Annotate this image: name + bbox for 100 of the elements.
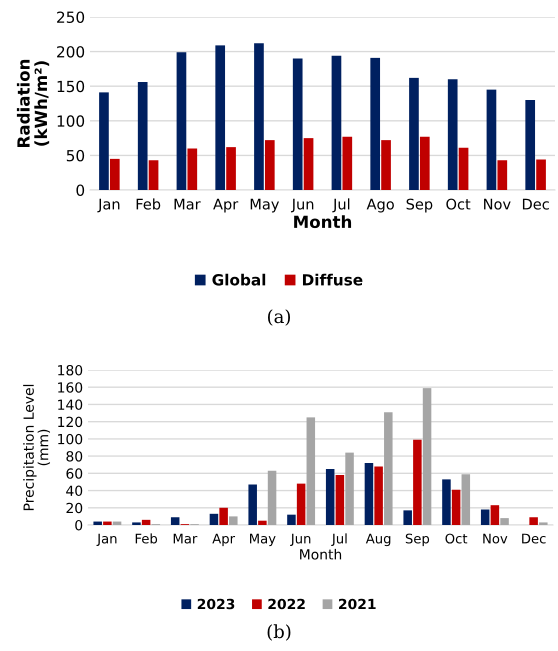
bar [497,160,508,190]
x-tick-label: Mar [174,534,198,544]
bar [448,79,458,190]
bar [112,522,122,525]
x-tick-label: Nov [483,534,508,544]
bar [525,100,536,190]
bar [486,90,496,190]
bar [268,470,276,525]
y-tick-label: 200 [57,46,84,58]
bar [490,505,500,525]
x-tick-label: Mar [174,198,201,210]
bar [287,514,296,525]
x-tick-label: May [250,198,280,212]
legend-label: 2023 [198,598,234,610]
bar [248,484,257,525]
bar [500,518,509,525]
bar [422,388,432,525]
bar [442,479,451,525]
bar [110,158,120,190]
y-tick-label: 50 [66,150,84,162]
bar [226,147,236,190]
x-tick-label: Oct [446,198,470,210]
bar [304,138,314,190]
bar [364,463,374,525]
x-tick-label: Jan [97,198,120,212]
bar [170,517,180,525]
y-tick-label: 250 [57,11,84,24]
bar [345,452,354,525]
bar [326,469,334,525]
x-tick-label: Jan [96,534,116,546]
x-tick-label: Oct [445,534,468,544]
bar [458,148,468,190]
y-tick-label: 100 [58,434,82,444]
bar [384,412,393,525]
x-tick-label: Jun [290,534,310,546]
legend-label: 2022 [268,598,305,610]
y-tick-label: 60 [66,468,82,479]
y-tick-label: 140 [58,399,82,410]
y-tick-label: 120 [58,416,82,428]
bar [336,475,344,525]
bar [229,516,238,525]
bar [462,474,470,525]
text: (a) [268,309,290,326]
x-tick-label: Feb [136,198,160,210]
bar [93,522,102,525]
bar [292,58,303,190]
x-tick-label: Nov [484,198,511,210]
y-axis-title: Precipitation Level (mm) [23,384,50,510]
legend-label: Global [212,274,266,286]
legend-label: Diffuse [302,274,362,286]
bar [99,92,109,190]
x-tick-label: Jun [290,198,314,212]
bar [142,520,150,525]
bar [306,417,316,525]
x-tick-label: Dec [522,534,546,544]
bar [254,43,264,190]
bar [103,522,112,525]
y-tick-label: 160 [58,382,82,393]
bar [176,52,186,190]
x-tick-label: Dec [522,198,549,210]
y-tick-label: 80 [66,451,82,462]
x-tick-label: Jul [332,198,350,212]
y-tick-label: 100 [58,115,84,127]
bar [296,484,306,525]
bar [219,508,228,525]
x-tick-label: Apr [213,198,238,212]
legend-label: 2021 [339,598,376,610]
bar [332,56,342,190]
bar [536,160,546,190]
bar [148,160,158,190]
x-axis-title: Month [294,215,352,228]
bar [264,140,275,190]
bar [403,510,412,525]
y-tick-label: 0 [75,520,82,530]
y-tick-label: 40 [66,486,82,496]
bar [187,148,198,190]
text: (b) [268,624,290,641]
x-tick-label: Sep [406,198,432,212]
y-tick-label: 180 [58,364,82,376]
x-tick-label: Apr [212,534,236,546]
bar [529,517,538,525]
bar [480,510,490,525]
bar [374,466,383,525]
x-tick-label: Ago [366,198,394,212]
bar [452,490,460,525]
x-axis-title: Month [300,548,342,560]
bar [132,522,141,525]
bar [342,136,352,190]
x-tick-label: May [250,534,276,546]
bar [413,440,422,525]
y-tick-label: 20 [66,502,82,514]
bar [258,520,267,525]
bar [539,522,548,525]
bar [138,82,148,190]
x-tick-label: Aug [366,534,390,546]
y-tick-label: 150 [58,80,84,92]
y-tick-label: 0 [76,184,84,196]
bar [381,140,391,190]
bar [409,78,419,190]
bar [370,58,380,190]
